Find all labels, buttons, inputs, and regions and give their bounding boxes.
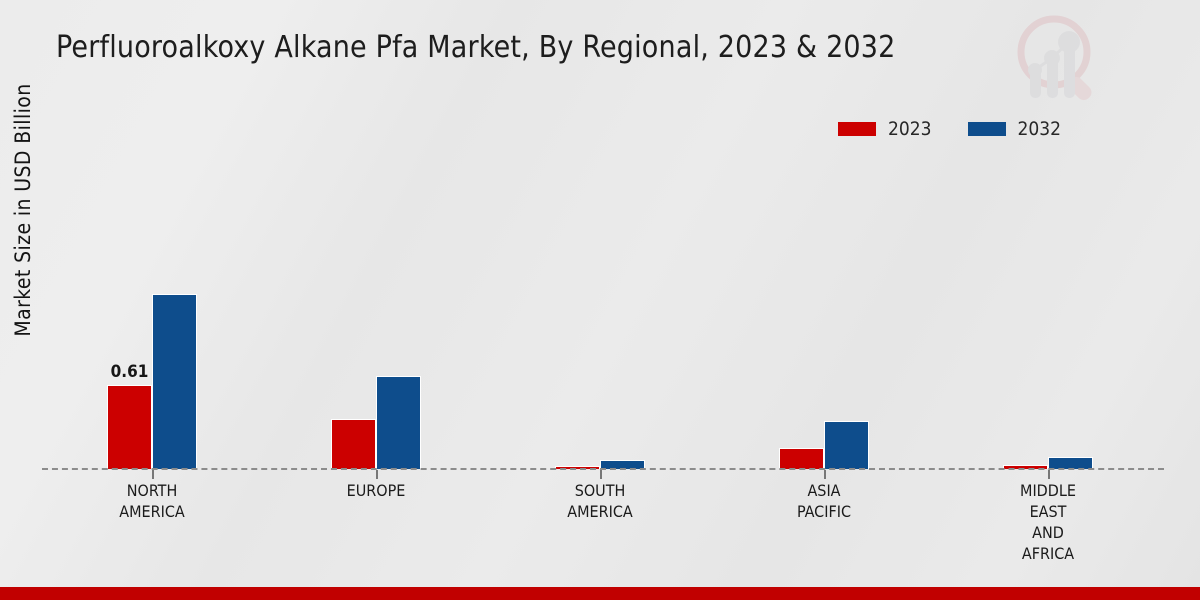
x-axis-tick	[600, 470, 602, 479]
legend-swatch-2023	[838, 122, 876, 136]
legend-label-2032: 2032	[1017, 118, 1062, 140]
bar-2023-south-america[interactable]	[555, 466, 600, 469]
x-axis-label-north-america: NORTH AMERICA	[40, 480, 264, 564]
bottom-accent-stripe	[0, 587, 1200, 600]
x-axis-label-middle-east-and-africa: MIDDLE EAST AND AFRICA	[936, 480, 1160, 564]
legend-item-2032[interactable]: 2032	[967, 118, 1062, 140]
x-axis-tick	[152, 470, 154, 479]
bar-value-label-north-america-2023: 0.61	[110, 362, 149, 382]
x-axis-labels: NORTH AMERICA EUROPE SOUTH AMERICA ASIA …	[40, 480, 1160, 564]
legend-item-2023[interactable]: 2023	[838, 118, 932, 140]
chart-legend: 2023 2032	[838, 118, 1061, 140]
x-label-line: AMERICA	[567, 502, 633, 521]
x-axis-label-europe: EUROPE	[264, 480, 488, 564]
x-label-line: MIDDLE	[1020, 481, 1076, 500]
bar-2023-north-america[interactable]: 0.61	[107, 362, 152, 469]
bar-2023-middle-east-and-africa[interactable]	[1003, 465, 1048, 469]
x-label-line: EAST	[1029, 502, 1067, 521]
x-label-line: SOUTH	[574, 481, 626, 500]
x-axis-tick	[376, 470, 378, 479]
bar-group-europe	[264, 150, 488, 479]
bar-2032-north-america[interactable]	[152, 294, 197, 469]
bar-2032-europe[interactable]	[376, 376, 421, 469]
bar-2023-asia-pacific[interactable]	[779, 448, 824, 469]
x-label-line: EUROPE	[346, 481, 406, 500]
bar-2032-asia-pacific[interactable]	[824, 421, 869, 469]
x-label-line: ASIA	[807, 481, 841, 500]
x-label-line: AMERICA	[119, 502, 185, 521]
bar-group-south-america	[488, 150, 712, 479]
page-title: Perfluoroalkoxy Alkane Pfa Market, By Re…	[56, 30, 896, 65]
bar-group-asia-pacific	[712, 150, 936, 479]
x-label-line: NORTH	[126, 481, 178, 500]
x-axis-baseline	[42, 468, 1164, 470]
x-label-line: AFRICA	[1021, 544, 1075, 563]
bar-2032-south-america[interactable]	[600, 460, 645, 469]
legend-swatch-2032	[967, 122, 1006, 136]
bar-2023-europe[interactable]	[331, 419, 376, 469]
x-label-line: AND	[1032, 523, 1064, 542]
x-axis-tick	[1048, 470, 1050, 479]
x-axis-label-asia-pacific: ASIA PACIFIC	[712, 480, 936, 564]
watermark-logo-icon	[1010, 8, 1110, 108]
chart-plot-area: 0.61	[40, 150, 1160, 479]
bar-group-north-america: 0.61	[40, 150, 264, 479]
x-label-line: PACIFIC	[796, 502, 852, 521]
y-axis-title: Market Size in USD Billion	[11, 83, 35, 337]
legend-label-2023: 2023	[888, 118, 932, 140]
bar-group-middle-east-and-africa	[936, 150, 1160, 479]
x-axis-tick	[824, 470, 826, 479]
x-axis-label-south-america: SOUTH AMERICA	[488, 480, 712, 564]
bar-2032-middle-east-and-africa[interactable]	[1048, 457, 1093, 469]
